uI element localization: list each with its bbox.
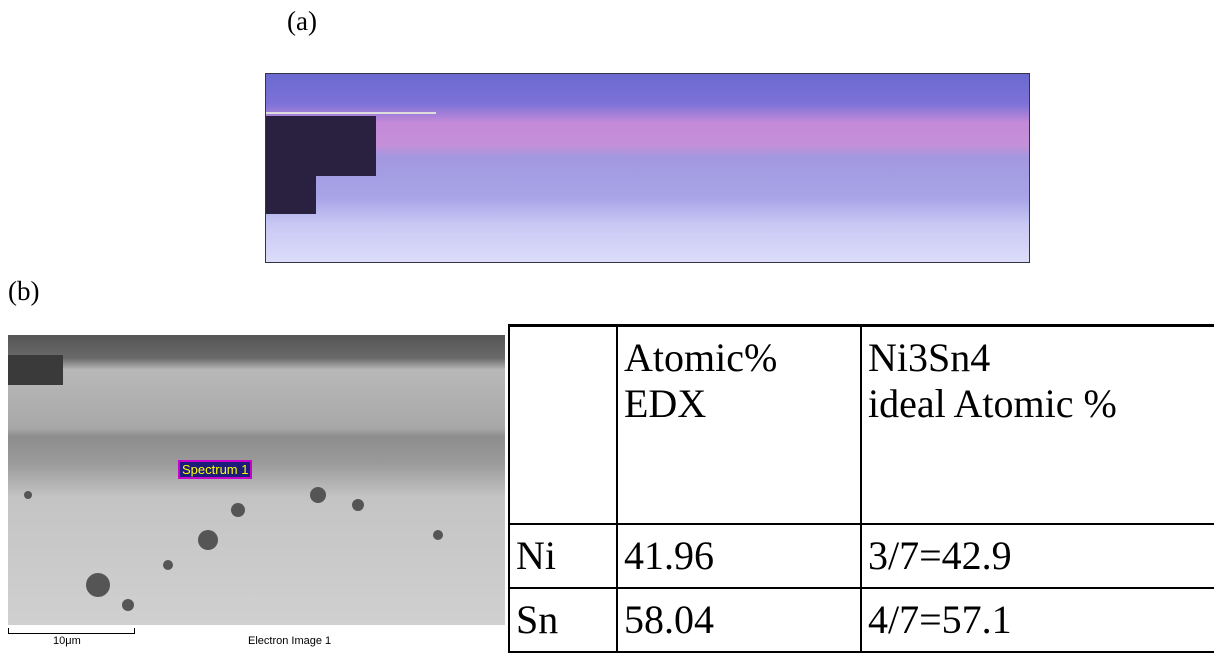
panel-label: (a) bbox=[287, 6, 317, 37]
sem-image: Spectrum 1 bbox=[8, 335, 505, 625]
cell: 3/7=42.9 bbox=[861, 524, 1214, 588]
header-line: ideal Atomic % bbox=[868, 381, 1214, 427]
header-line: EDX bbox=[624, 381, 860, 427]
optical-micrograph bbox=[265, 73, 1030, 263]
spectrum-label: Spectrum 1 bbox=[178, 460, 252, 479]
cell: 41.96 bbox=[617, 524, 861, 588]
header-line: Atomic% bbox=[624, 335, 860, 381]
cell: 4/7=57.1 bbox=[861, 588, 1214, 652]
scale-label: 10μm bbox=[53, 635, 81, 647]
cell: Ni bbox=[509, 524, 617, 588]
header-line: Ni3Sn4 bbox=[868, 335, 1214, 381]
page: (a) (b) Spectrum 1 10μm Electron Image 1… bbox=[0, 0, 1215, 658]
panel-label: (b) bbox=[8, 276, 39, 307]
empty-cell bbox=[509, 326, 617, 525]
header-cell: Atomic%EDX bbox=[617, 326, 861, 525]
sem-texture bbox=[8, 335, 505, 625]
sem-footer: 10μm Electron Image 1 bbox=[8, 625, 505, 655]
cell: Sn bbox=[509, 588, 617, 652]
image-caption: Electron Image 1 bbox=[248, 635, 331, 647]
cell: 58.04 bbox=[617, 588, 861, 652]
